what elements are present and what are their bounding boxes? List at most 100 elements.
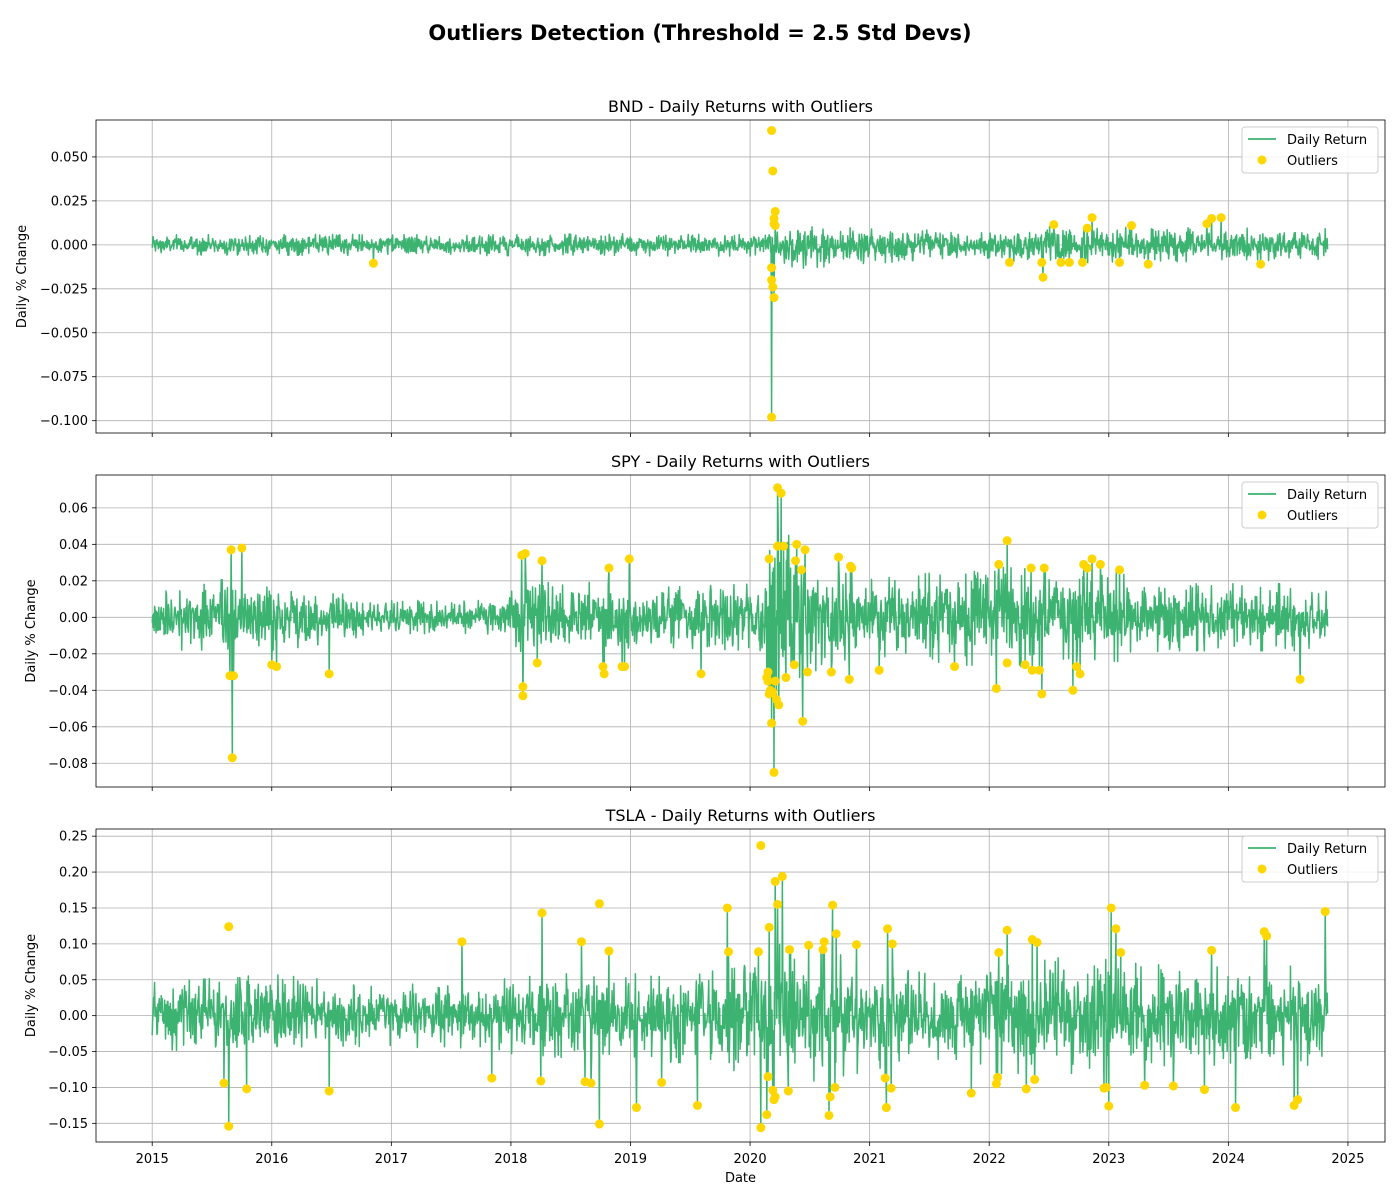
outlier-point (781, 673, 791, 683)
outlier-point (886, 1083, 896, 1093)
outlier-point (696, 669, 706, 679)
outlier-point (1116, 947, 1126, 957)
outlier-point (1101, 1082, 1111, 1092)
y-axis-label: Daily % Change (24, 579, 39, 682)
legend: Daily Return Outliers (1241, 481, 1379, 529)
outlier-point (599, 669, 609, 679)
outlier-point (783, 1086, 793, 1096)
outlier-point (770, 206, 780, 216)
legend-label-daily-return: Daily Return (1287, 488, 1367, 503)
outlier-point (624, 554, 634, 564)
outlier-point (789, 660, 799, 670)
outlier-point (272, 662, 282, 672)
outlier-point (532, 658, 542, 668)
panel-title: TSLA - Daily Returns with Outliers (605, 806, 876, 825)
outlier-point (219, 1078, 229, 1088)
outlier-point (242, 1084, 252, 1094)
x-tick-label: 2015 (136, 1152, 169, 1167)
x-tick-label: 2018 (494, 1152, 527, 1167)
outlier-point (770, 221, 780, 231)
x-tick-label: 2024 (1212, 1152, 1245, 1167)
x-tick-label: 2020 (734, 1152, 767, 1167)
y-tick-label: 0.05 (59, 973, 88, 988)
outlier-point (518, 691, 528, 701)
outlier-point (1038, 272, 1048, 282)
outlier-point (1049, 220, 1059, 230)
outlier-point (831, 929, 841, 939)
outlier-point (769, 293, 779, 303)
legend-marker-swatch (1257, 510, 1267, 520)
outlier-point (1168, 1081, 1178, 1091)
outlier-point (818, 945, 828, 955)
y-tick-label: 0.00 (59, 611, 88, 626)
outlier-point (1082, 223, 1092, 233)
outlier-point (224, 922, 234, 932)
y-axis-label: Daily % Change (24, 934, 39, 1037)
outlier-point (604, 946, 614, 956)
outlier-point (1002, 658, 1012, 668)
outlier-point (966, 1088, 976, 1098)
y-tick-label: −0.02 (48, 647, 88, 662)
x-tick-label: 2023 (1092, 1152, 1125, 1167)
outlier-point (594, 899, 604, 909)
axes-frame (95, 119, 1386, 434)
outlier-point (802, 667, 812, 677)
y-tick-label: −0.050 (40, 326, 88, 341)
y-tick-label: −0.10 (48, 1081, 88, 1096)
outlier-point (767, 718, 777, 728)
outlier-point (1087, 213, 1097, 223)
outlier-point (598, 662, 608, 672)
outlier-point (537, 556, 547, 566)
outlier-point (368, 258, 378, 268)
outlier-point (1072, 662, 1082, 672)
outlier-point (1320, 907, 1330, 917)
outlier-point (1077, 257, 1087, 267)
x-tick-label: 2025 (1331, 1152, 1364, 1167)
x-tick-label: 2017 (375, 1152, 408, 1167)
outlier-point (1140, 1080, 1150, 1090)
outlier-point (756, 1123, 766, 1133)
outlier-point (824, 1110, 834, 1120)
outlier-point (770, 676, 780, 686)
panel-title: SPY - Daily Returns with Outliers (611, 452, 870, 471)
outlier-point (1075, 669, 1085, 679)
outlier-point (722, 903, 732, 913)
outlier-point (576, 937, 586, 947)
outlier-point (785, 945, 795, 955)
axes-frame (95, 474, 1386, 788)
outlier-point (1115, 257, 1125, 267)
outlier-point (763, 1072, 773, 1082)
y-axis-label: Daily % Change (15, 225, 30, 328)
outlier-point (1030, 1075, 1040, 1085)
outlier-point (753, 947, 763, 957)
outlier-point (1082, 563, 1092, 573)
outlier-point (1087, 554, 1097, 564)
outlier-point (796, 565, 806, 575)
outlier-markers (225, 483, 1305, 777)
outlier-point (883, 924, 893, 934)
x-tick-label: 2019 (614, 1152, 647, 1167)
legend-label-daily-return: Daily Return (1287, 133, 1367, 148)
figure-suptitle: Outliers Detection (Threshold = 2.5 Std … (428, 21, 971, 45)
outlier-point (1034, 665, 1044, 675)
x-tick-label: 2016 (255, 1152, 288, 1167)
outlier-point (604, 563, 614, 573)
outlier-point (826, 667, 836, 677)
outlier-point (834, 552, 844, 562)
outlier-point (1262, 931, 1272, 941)
outlier-point (226, 545, 236, 555)
outlier-point (798, 716, 808, 726)
outlier-point (993, 1072, 1003, 1082)
y-tick-label: 0.15 (59, 901, 88, 916)
outlier-point (1037, 689, 1047, 699)
outlier-point (1026, 563, 1036, 573)
outlier-point (881, 1103, 891, 1113)
outlier-point (586, 1078, 596, 1088)
y-tick-label: 0.04 (59, 538, 88, 553)
outlier-point (773, 899, 783, 909)
y-tick-label: −0.06 (48, 720, 88, 735)
axes-frame (95, 828, 1386, 1143)
outlier-point (880, 1073, 890, 1083)
daily-return-line (151, 487, 1329, 774)
outlier-point (991, 683, 1001, 693)
